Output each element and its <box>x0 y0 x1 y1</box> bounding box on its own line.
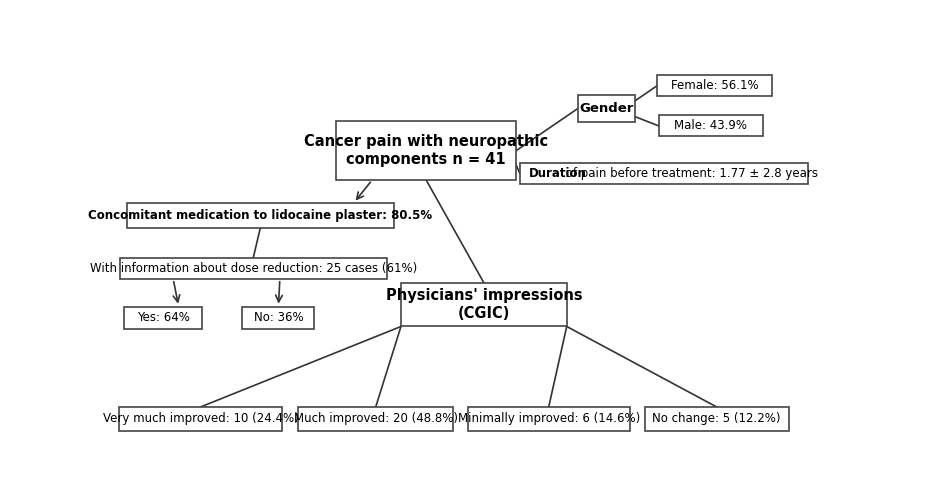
Text: Yes: 64%: Yes: 64% <box>137 311 190 325</box>
Text: Cancer pain with neuropathic
components n = 41: Cancer pain with neuropathic components … <box>304 134 549 167</box>
Bar <box>578 95 635 122</box>
Text: Duration: Duration <box>528 167 587 180</box>
Text: Female: 56.1%: Female: 56.1% <box>671 80 758 92</box>
Text: Male: 43.9%: Male: 43.9% <box>674 120 748 132</box>
Bar <box>644 407 789 431</box>
Text: Very much improved: 10 (24.4%): Very much improved: 10 (24.4%) <box>102 412 299 425</box>
Text: Physicians' impressions
(CGIC): Physicians' impressions (CGIC) <box>386 288 582 321</box>
Bar <box>520 163 808 184</box>
Bar <box>658 116 764 136</box>
Bar <box>125 306 202 329</box>
Bar <box>243 306 314 329</box>
Text: No change: 5 (12.2%): No change: 5 (12.2%) <box>652 412 781 425</box>
Bar <box>657 76 772 96</box>
Bar <box>468 407 630 431</box>
Text: Minimally improved: 6 (14.6%): Minimally improved: 6 (14.6%) <box>458 412 640 425</box>
Bar <box>401 283 566 327</box>
Bar <box>336 121 516 180</box>
Bar <box>120 258 387 279</box>
Bar <box>127 203 393 228</box>
Bar <box>119 407 282 431</box>
Text: No: 36%: No: 36% <box>254 311 303 325</box>
Text: Concomitant medication to lidocaine plaster: 80.5%: Concomitant medication to lidocaine plas… <box>88 209 432 222</box>
Text: Gender: Gender <box>579 102 633 115</box>
Bar <box>299 407 453 431</box>
Text: Much improved: 20 (48.8%): Much improved: 20 (48.8%) <box>294 412 458 425</box>
Text: of pain before treatment: 1.77 ± 2.8 years: of pain before treatment: 1.77 ± 2.8 yea… <box>562 167 818 180</box>
Text: With information about dose reduction: 25 cases (61%): With information about dose reduction: 2… <box>89 262 417 275</box>
